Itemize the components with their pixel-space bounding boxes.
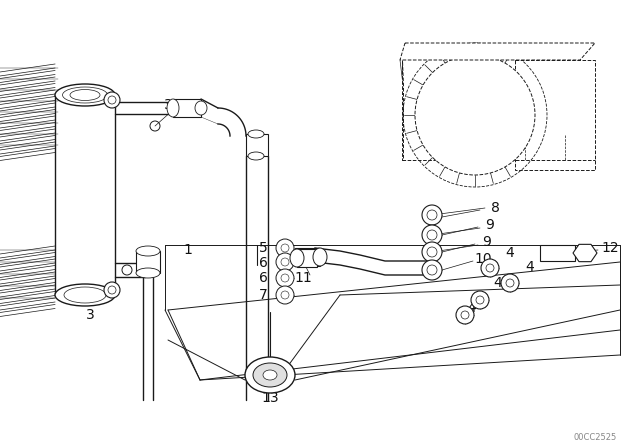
Circle shape [104, 282, 120, 298]
Ellipse shape [253, 363, 287, 387]
Bar [515, 60, 595, 170]
Circle shape [501, 274, 519, 292]
Circle shape [276, 269, 294, 287]
Text: 3: 3 [164, 98, 172, 112]
Text: 00CC2525: 00CC2525 [573, 434, 616, 443]
Text: 4: 4 [468, 301, 476, 315]
Circle shape [456, 306, 474, 324]
Ellipse shape [263, 370, 277, 380]
Ellipse shape [136, 268, 160, 278]
Ellipse shape [248, 152, 264, 160]
Circle shape [422, 225, 442, 245]
Polygon shape [573, 244, 597, 262]
Bar [246, 134, 268, 156]
Text: 6: 6 [259, 271, 268, 285]
Polygon shape [402, 60, 403, 160]
Ellipse shape [290, 249, 304, 267]
Circle shape [415, 55, 535, 175]
Bar [295, 248, 320, 266]
Text: 4: 4 [506, 246, 515, 260]
Circle shape [150, 121, 160, 131]
Polygon shape [400, 43, 595, 60]
Ellipse shape [313, 248, 327, 266]
Text: 12: 12 [601, 241, 619, 255]
Text: 2: 2 [191, 98, 200, 112]
Ellipse shape [55, 284, 115, 306]
Bar [540, 245, 575, 261]
Ellipse shape [136, 246, 160, 256]
Text: 11: 11 [294, 271, 312, 285]
Text: 1: 1 [184, 243, 193, 257]
Circle shape [481, 259, 499, 277]
Text: 8: 8 [491, 201, 499, 215]
Text: 4: 4 [525, 260, 534, 274]
Text: 10: 10 [474, 252, 492, 266]
Circle shape [422, 260, 442, 280]
Circle shape [471, 291, 489, 309]
Circle shape [122, 265, 132, 275]
Text: 9: 9 [483, 235, 492, 249]
Ellipse shape [195, 101, 207, 115]
Text: 6: 6 [259, 256, 268, 270]
Bar [173, 99, 201, 117]
Text: 5: 5 [259, 241, 268, 255]
Circle shape [276, 286, 294, 304]
Bar [297, 249, 317, 267]
Ellipse shape [245, 357, 295, 393]
Circle shape [422, 205, 442, 225]
Text: 3: 3 [86, 308, 94, 322]
Circle shape [276, 239, 294, 257]
Text: 13: 13 [261, 391, 279, 405]
Text: 9: 9 [486, 218, 495, 232]
Text: 7: 7 [259, 288, 268, 302]
Ellipse shape [248, 130, 264, 138]
Ellipse shape [167, 99, 179, 117]
Circle shape [276, 253, 294, 271]
Ellipse shape [55, 84, 115, 106]
Bar [136, 251, 160, 273]
Circle shape [104, 92, 120, 108]
Text: 4: 4 [493, 276, 502, 290]
Circle shape [422, 242, 442, 262]
